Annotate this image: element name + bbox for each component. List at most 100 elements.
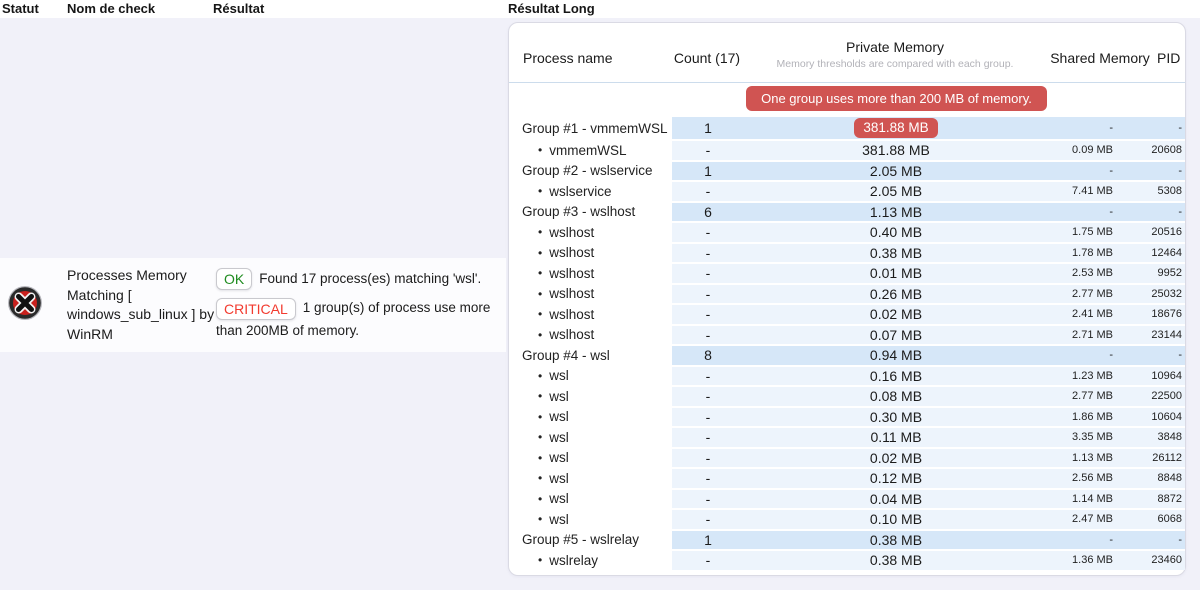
process-row: • wslhost - 0.38 MB 1.78 MB 12464: [510, 243, 1185, 262]
count-cell: -: [705, 183, 711, 200]
process-name-cell: • wslhost: [510, 284, 672, 303]
process-name-cell: Group #4 - wsl: [510, 346, 672, 365]
process-table-rows: Group #1 - vmmemWSL 1 381.88 MB - - • vmmemWSL…: [510, 117, 1185, 572]
private-memory-cell: 2.05 MB: [869, 162, 923, 179]
private-memory-cell: 0.12 MB: [869, 470, 923, 487]
shared-memory-cell: 1.23 MB: [1072, 369, 1113, 382]
grid-col-resultat-long[interactable]: Résultat Long: [508, 1, 595, 16]
count-cell: -: [705, 470, 711, 487]
shared-memory-cell: 7.41 MB: [1072, 185, 1113, 198]
shared-memory-cell: -: [1109, 349, 1113, 362]
process-row: • wsl - 0.02 MB 1.13 MB 26112: [510, 448, 1185, 467]
process-name-cell: • wsl: [510, 489, 672, 508]
pid-cell: -: [1178, 205, 1182, 218]
pid-cell: 5308: [1157, 185, 1182, 198]
count-cell: -: [705, 408, 711, 425]
process-row: • wsl - 0.30 MB 1.86 MB 10604: [510, 407, 1185, 426]
private-memory-cell: 0.04 MB: [869, 490, 923, 507]
pid-cell: 9952: [1157, 267, 1182, 280]
shared-memory-cell: 3.35 MB: [1072, 431, 1113, 444]
bullet-icon: •: [538, 143, 543, 158]
group-row: Group #2 - wslservice 1 2.05 MB - -: [510, 161, 1185, 180]
grid-col-resultat[interactable]: Résultat: [213, 1, 265, 16]
process-row: • wsl - 0.10 MB 2.47 MB 6068: [510, 510, 1185, 529]
process-row: • wsl - 0.12 MB 2.56 MB 8848: [510, 469, 1185, 488]
count-cell: -: [705, 388, 711, 405]
pid-cell: 8848: [1157, 472, 1182, 485]
pid-cell: 20608: [1151, 144, 1182, 157]
process-name-cell: • wsl: [510, 387, 672, 406]
pid-cell: 25032: [1151, 287, 1182, 300]
private-memory-cell: 0.11 MB: [870, 429, 922, 446]
private-memory-cell: 0.02 MB: [869, 449, 923, 466]
process-name-cell: • wslhost: [510, 223, 672, 242]
count-cell: -: [705, 265, 711, 282]
process-name-cell: • wslhost: [510, 325, 672, 344]
process-row: • wslhost - 0.40 MB 1.75 MB 20516: [510, 223, 1185, 242]
private-memory-cell: 0.10 MB: [869, 511, 923, 528]
critical-badge: CRITICAL: [216, 297, 296, 320]
process-row: • wslrelay - 0.38 MB 1.36 MB 23460: [510, 551, 1185, 570]
group-row: Group #3 - wslhost 6 1.13 MB - -: [510, 202, 1185, 221]
count-cell: 1: [704, 531, 712, 548]
private-memory-cell: 0.94 MB: [869, 347, 923, 364]
shared-memory-cell: 1.75 MB: [1072, 226, 1113, 239]
count-cell: -: [705, 306, 711, 323]
grid-col-nom-de-check[interactable]: Nom de check: [67, 1, 156, 16]
pid-cell: 12464: [1151, 246, 1182, 259]
grid-col-statut[interactable]: Statut: [2, 1, 39, 16]
shared-memory-cell: 2.71 MB: [1072, 328, 1113, 341]
process-row: • wsl - 0.08 MB 2.77 MB 22500: [510, 387, 1185, 406]
private-memory-cell: 0.26 MB: [869, 285, 923, 302]
bullet-icon: •: [538, 368, 543, 383]
count-cell: 1: [704, 120, 712, 136]
bullet-icon: •: [538, 184, 543, 199]
process-name-cell: • wslrelay: [510, 551, 672, 570]
bullet-icon: •: [538, 471, 543, 486]
process-row: • wslhost - 0.26 MB 2.77 MB 25032: [510, 284, 1185, 303]
count-cell: -: [705, 285, 711, 302]
long-result-card: Process name Count (17) Private Memory M…: [508, 22, 1186, 576]
bullet-icon: •: [538, 430, 543, 445]
col-count: Count (17): [673, 50, 741, 66]
private-memory-cell: 0.07 MB: [869, 326, 923, 343]
pid-cell: 20516: [1151, 226, 1182, 239]
bullet-icon: •: [538, 450, 543, 465]
process-row: • wslservice - 2.05 MB 7.41 MB 5308: [510, 182, 1185, 201]
shared-memory-cell: 1.78 MB: [1072, 246, 1113, 259]
private-memory-cell: 0.38 MB: [869, 552, 923, 569]
process-name-cell: • vmmemWSL: [510, 141, 672, 160]
private-memory-cell: 2.05 MB: [869, 183, 923, 200]
shared-memory-cell: -: [1109, 164, 1113, 177]
count-cell: -: [705, 490, 711, 507]
private-memory-cell: 0.38 MB: [869, 244, 923, 261]
process-row: • wsl - 0.11 MB 3.35 MB 3848: [510, 428, 1185, 447]
result-line-critical: CRITICAL 1 group(s) of process use more t…: [216, 297, 498, 341]
process-name-cell: Group #2 - wslservice: [510, 161, 672, 180]
col-pid: PID: [1157, 50, 1181, 66]
process-row: • wslhost - 0.07 MB 2.71 MB 23144: [510, 325, 1185, 344]
bullet-icon: •: [538, 553, 543, 568]
check-name: Processes Memory Matching [ windows_sub_…: [67, 267, 215, 342]
private-memory-cell: 0.16 MB: [869, 367, 923, 384]
pid-cell: 6068: [1157, 513, 1182, 526]
group-row: Group #1 - vmmemWSL 1 381.88 MB - -: [510, 117, 1185, 139]
shared-memory-cell: 2.77 MB: [1072, 390, 1113, 403]
bullet-icon: •: [538, 491, 543, 506]
private-memory-alert-badge: 381.88 MB: [854, 118, 938, 138]
pid-cell: 23460: [1151, 554, 1182, 567]
shared-memory-cell: 1.86 MB: [1072, 410, 1113, 423]
pid-cell: -: [1178, 122, 1182, 134]
count-cell: 6: [704, 203, 712, 220]
result-line-ok: OK Found 17 process(es) matching 'wsl'.: [216, 268, 498, 291]
private-memory-cell: 0.08 MB: [869, 388, 923, 405]
count-cell: -: [705, 367, 711, 384]
pid-cell: -: [1178, 533, 1182, 546]
bullet-icon: •: [538, 327, 543, 342]
shared-memory-cell: 2.53 MB: [1072, 267, 1113, 280]
ok-result-text: Found 17 process(es) matching 'wsl'.: [259, 271, 482, 286]
count-cell: -: [705, 552, 711, 569]
process-name-cell: Group #5 - wslrelay: [510, 530, 672, 549]
private-memory-cell: 0.02 MB: [869, 306, 923, 323]
